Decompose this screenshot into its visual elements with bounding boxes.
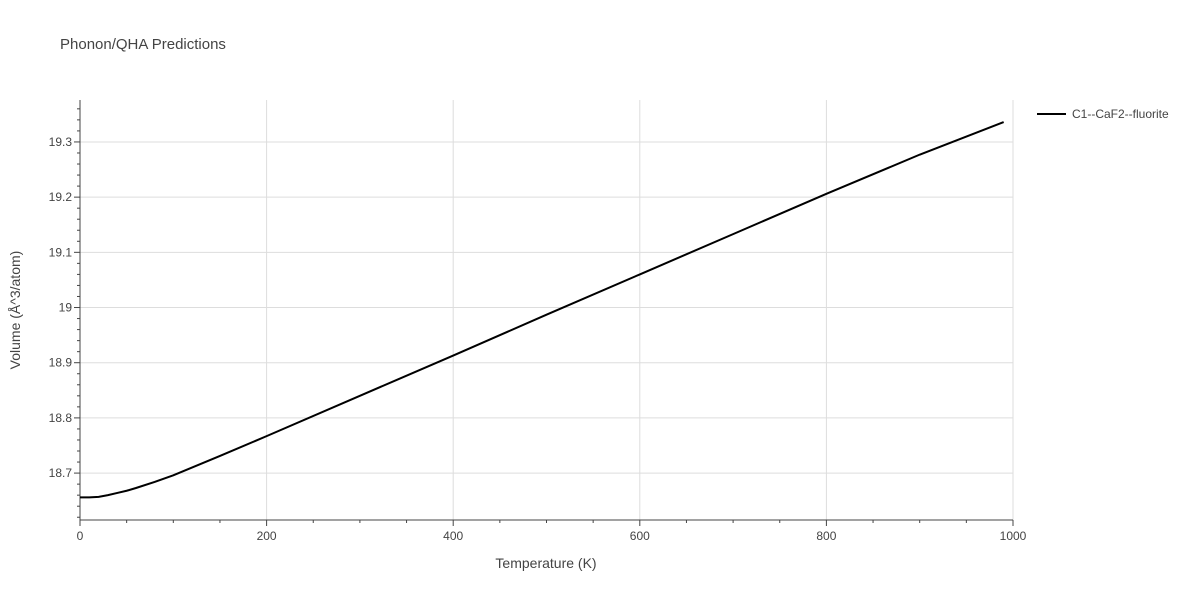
series-layer [80,121,1005,499]
y-tick-label: 19 [59,301,73,315]
y-tick-label: 18.8 [49,411,73,425]
grid-lines [80,100,1014,520]
x-tick-labels: 0 200 400 600 800 1000 [77,520,1027,543]
series-line [80,121,1005,499]
y-tick-label: 18.7 [49,466,73,480]
x-tick-label: 800 [816,529,836,543]
legend-label: C1--CaF2--fluorite [1072,107,1169,121]
x-tick-label: 600 [630,529,650,543]
y-tick-label: 19.3 [49,135,73,149]
y-tick-label: 19.2 [49,190,73,204]
y-tick-label: 18.9 [49,356,73,370]
x-axis-title: Temperature (K) [495,555,596,571]
y-tick-labels: 18.7 18.8 18.9 19 19.1 19.2 19.3 [49,135,80,480]
x-tick-label: 400 [443,529,463,543]
chart-title: Phonon/QHA Predictions [60,36,226,53]
y-tick-label: 19.1 [49,245,73,259]
x-tick-label: 200 [257,529,277,543]
axes [79,100,1013,521]
legend[interactable]: C1--CaF2--fluorite [1037,107,1169,121]
x-tick-label: 1000 [1000,529,1027,543]
y-axis-title: Volume (Å^3/atom) [7,251,23,370]
x-tick-label: 0 [77,529,84,543]
